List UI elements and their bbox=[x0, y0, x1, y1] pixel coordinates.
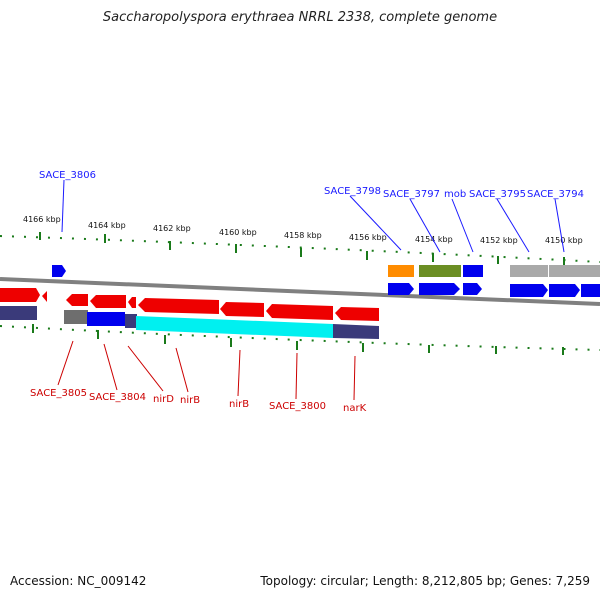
bottom-labels: SACE_3805 SACE_3804 nirD nirB nirB SACE_… bbox=[30, 388, 367, 414]
gene-sace3795[interactable] bbox=[510, 284, 548, 297]
top-labels: SACE_3806 SACE_3798 SACE_3797 mob SACE_3… bbox=[39, 170, 584, 200]
gene-label-nirb-2: nirB bbox=[229, 399, 249, 410]
gene-reverse-small[interactable] bbox=[42, 291, 47, 302]
lower-row-features bbox=[0, 306, 379, 339]
forward-strand-features bbox=[388, 283, 600, 297]
gene-sace3794-upper[interactable] bbox=[549, 265, 600, 277]
gene-reverse-2[interactable] bbox=[90, 295, 126, 308]
gene-reverse-5[interactable] bbox=[220, 302, 264, 317]
gene-orange-feature[interactable] bbox=[388, 265, 414, 277]
gene-reverse-3[interactable] bbox=[128, 297, 136, 308]
gene-label-sace3798: SACE_3798 bbox=[324, 186, 381, 197]
upper-strand-features bbox=[52, 265, 600, 277]
gene-label-nark: narK bbox=[343, 403, 367, 414]
accession-text: Accession: NC_009142 bbox=[10, 574, 147, 588]
gene-cyan-highlight[interactable] bbox=[136, 316, 333, 338]
gene-navy-right[interactable] bbox=[333, 324, 379, 339]
gene-navy-left[interactable] bbox=[0, 306, 37, 320]
tick-labels: 4166 kbp 4164 kbp 4162 kbp 4160 kbp 4158… bbox=[23, 215, 583, 245]
gene-sace3806[interactable] bbox=[52, 265, 66, 277]
reverse-strand-features bbox=[0, 288, 379, 321]
tick-label: 4162 kbp bbox=[153, 224, 191, 233]
gene-reverse-1[interactable] bbox=[66, 294, 88, 306]
gene-label-sace3805: SACE_3805 bbox=[30, 388, 87, 399]
gene-sace3798[interactable] bbox=[388, 283, 414, 295]
tick-label: 4156 kbp bbox=[349, 233, 387, 242]
gene-reverse-left[interactable] bbox=[0, 288, 40, 302]
genome-summary-text: Topology: circular; Length: 8,212,805 bp… bbox=[260, 574, 590, 588]
gene-label-sace3804: SACE_3804 bbox=[89, 392, 146, 403]
gene-label-mob: mob bbox=[444, 189, 466, 200]
gene-mob-upper[interactable] bbox=[463, 265, 483, 277]
gene-label-sace3794: SACE_3794 bbox=[527, 189, 584, 200]
gene-label-nirb-1: nirB bbox=[180, 395, 200, 406]
gene-sace3797-upper[interactable] bbox=[419, 265, 461, 277]
tick-label: 4150 kbp bbox=[545, 236, 583, 245]
top-leader-lines bbox=[61, 179, 565, 253]
gene-offscreen-forward[interactable] bbox=[581, 284, 600, 297]
gene-sace3804-region[interactable] bbox=[87, 312, 125, 326]
gene-sace3797[interactable] bbox=[419, 283, 460, 295]
gene-grey-lower[interactable] bbox=[64, 310, 88, 324]
gene-narK[interactable] bbox=[335, 307, 379, 321]
tick-label: 4152 kbp bbox=[480, 236, 518, 245]
gene-navy-small[interactable] bbox=[125, 314, 137, 328]
tick-label: 4160 kbp bbox=[219, 228, 257, 237]
gene-label-sace3797: SACE_3797 bbox=[383, 189, 440, 200]
gene-sace3795-upper[interactable] bbox=[510, 265, 548, 277]
tick-label: 4166 kbp bbox=[23, 215, 61, 224]
lower-tick-line bbox=[0, 324, 600, 355]
gene-label-sace3795: SACE_3795 bbox=[469, 189, 526, 200]
gene-mob[interactable] bbox=[463, 283, 482, 295]
bottom-leader-lines bbox=[57, 340, 356, 401]
gene-label-sace3800: SACE_3800 bbox=[269, 401, 326, 412]
gene-reverse-6[interactable] bbox=[266, 304, 333, 320]
gene-label-nird: nirD bbox=[153, 394, 174, 405]
gene-label-sace3806: SACE_3806 bbox=[39, 170, 96, 181]
tick-label: 4154 kbp bbox=[415, 235, 453, 244]
tick-label: 4158 kbp bbox=[284, 231, 322, 240]
tick-label: 4164 kbp bbox=[88, 221, 126, 230]
upper-tick-line bbox=[0, 232, 600, 265]
gene-reverse-4[interactable] bbox=[138, 298, 219, 314]
genome-backbone bbox=[0, 277, 600, 306]
gene-sace3794[interactable] bbox=[549, 284, 580, 297]
map-title: Saccharopolyspora erythraea NRRL 2338, c… bbox=[102, 10, 498, 25]
